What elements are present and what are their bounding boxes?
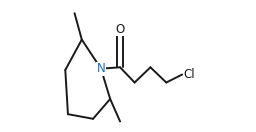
Text: O: O	[115, 23, 125, 36]
Text: Cl: Cl	[184, 68, 195, 81]
Text: N: N	[97, 62, 105, 75]
